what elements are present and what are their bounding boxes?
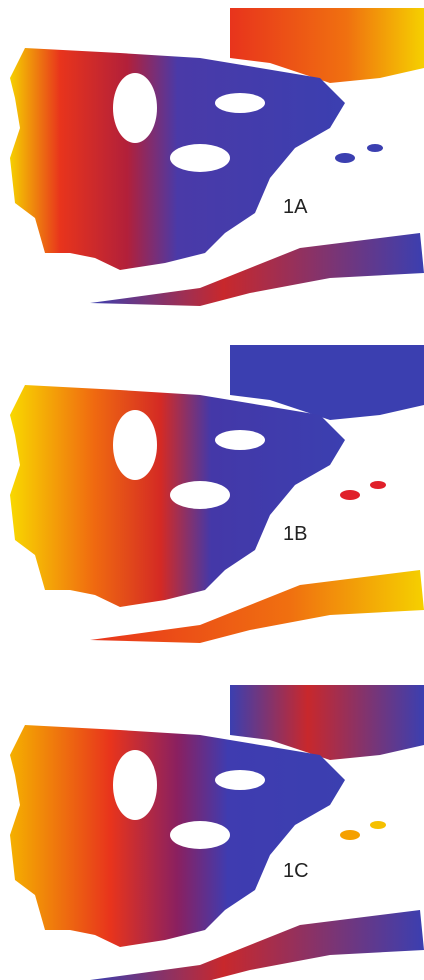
figure: 1A 1B 1C [0,0,424,980]
island [340,490,360,500]
panel-label: 1A [283,196,308,218]
page: 1A 1B 1C (() => { const data = JSON.pars… [0,0,424,980]
island [340,830,360,840]
panel-label: 1C [283,860,309,882]
island [370,821,386,829]
map-panel: 1B [10,345,424,643]
map-panel: 1A [10,8,424,306]
map-panel: 1C [10,685,424,980]
island [370,481,386,489]
island [367,144,383,152]
island [335,153,355,163]
panel-label: 1B [283,523,307,545]
